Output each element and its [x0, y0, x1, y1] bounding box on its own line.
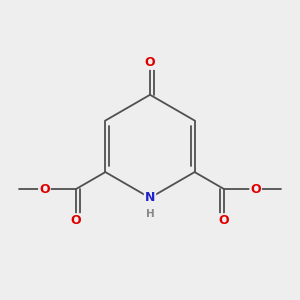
Text: H: H — [146, 209, 154, 219]
Text: O: O — [39, 182, 50, 196]
Text: N: N — [145, 191, 155, 204]
Text: O: O — [71, 214, 81, 227]
Text: O: O — [250, 182, 261, 196]
Text: O: O — [145, 56, 155, 69]
Text: O: O — [219, 214, 229, 227]
